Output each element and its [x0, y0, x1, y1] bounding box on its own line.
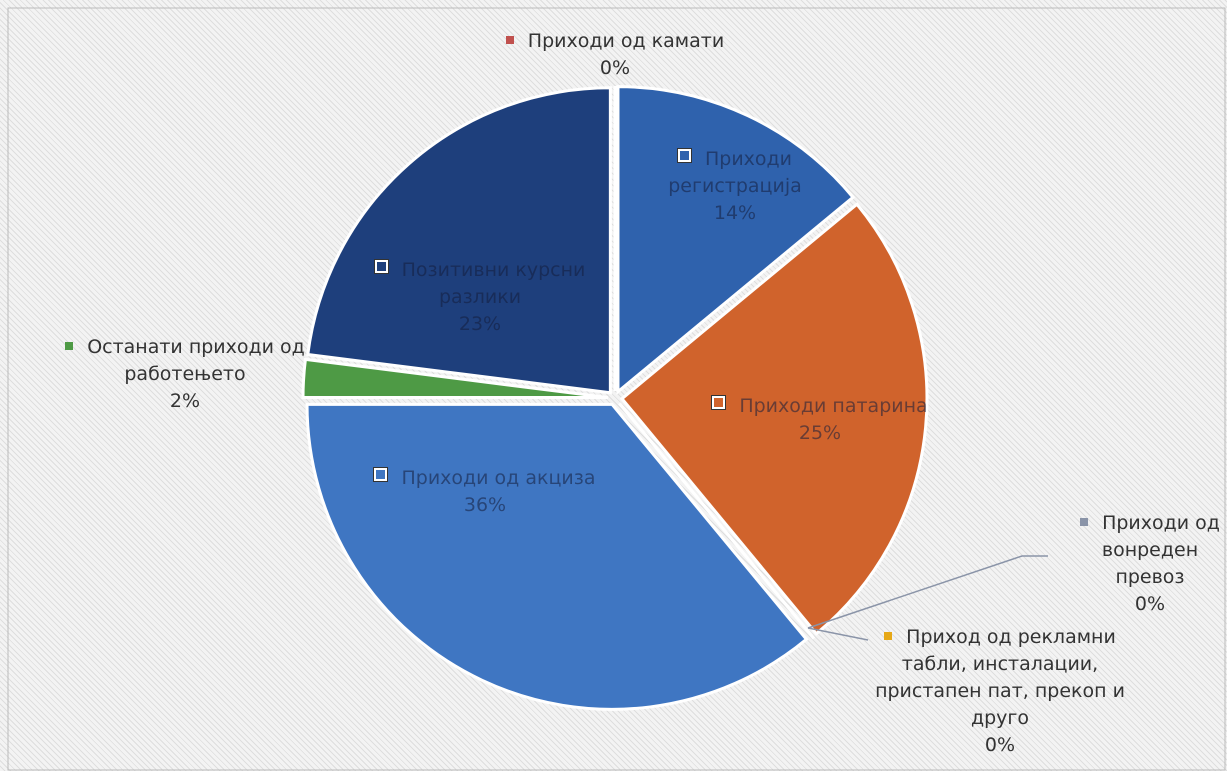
slice-label: Приход од рекламни табли, инсталации, пр…: [875, 624, 1125, 759]
legend-marker: [374, 468, 388, 481]
category-label: Останати приходи од работењето: [87, 336, 305, 385]
legend-marker: [884, 632, 893, 640]
category-label: Приходи регистрација: [668, 148, 802, 197]
category-label: Позитивни курсни разлики: [401, 259, 586, 308]
category-label: Приходи од камати: [527, 30, 725, 52]
slice-label: Приходи од вонреден превоз 0%: [1065, 510, 1227, 618]
percent-label: 23%: [458, 313, 502, 335]
percent-label: 0%: [599, 57, 631, 79]
percent-label: 0%: [1134, 593, 1166, 615]
leader-line: [807, 555, 1048, 629]
legend-marker: [1080, 518, 1089, 526]
legend-marker: [65, 342, 74, 350]
slice-label: Приходи од камати 0%: [455, 28, 775, 82]
legend-marker: [505, 36, 514, 44]
slice-label: Приходи регистрација 14%: [635, 146, 835, 227]
pie-slice: [616, 85, 856, 395]
legend-marker: [712, 396, 726, 409]
category-label: Приходи патарина: [739, 395, 928, 417]
slice-label: Приходи од акциза 36%: [335, 465, 635, 519]
percent-label: 36%: [463, 494, 507, 516]
legend-marker: [374, 260, 388, 273]
pie-slice: [305, 402, 809, 711]
pie-slice: [619, 202, 929, 636]
pie-slice: [306, 86, 612, 395]
pie-slice: [301, 357, 609, 400]
pie-slice: [618, 402, 816, 640]
percent-label: 14%: [713, 202, 757, 224]
frame: [7, 7, 1226, 771]
legend-marker: [677, 149, 691, 162]
category-label: Приход од рекламни табли, инсталации, пр…: [875, 626, 1125, 729]
percent-label: 2%: [169, 390, 201, 412]
slice-label: Позитивни курсни разлики 23%: [340, 257, 620, 338]
category-label: Приходи од вонреден превоз: [1101, 512, 1220, 588]
percent-label: 25%: [798, 422, 842, 444]
slice-label: Приходи патарина 25%: [680, 393, 960, 447]
percent-label: 0%: [984, 734, 1016, 756]
slice-label: Останати приходи од работењето 2%: [40, 334, 330, 415]
category-label: Приходи од акциза: [401, 467, 596, 489]
leader-line: [807, 627, 869, 641]
